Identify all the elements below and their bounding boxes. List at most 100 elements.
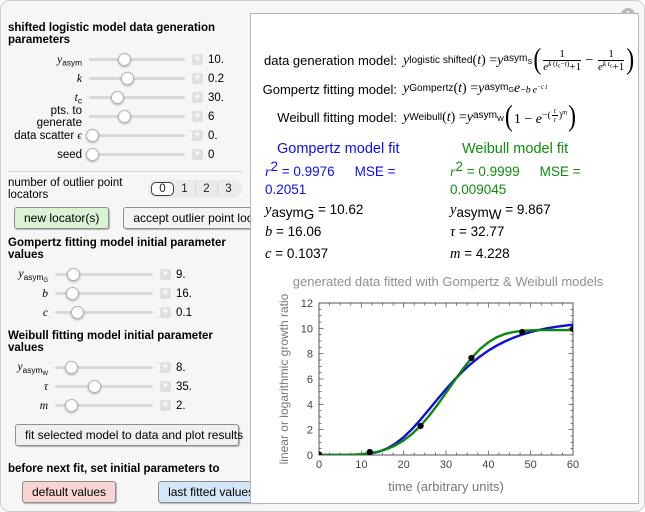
slider-row: k +0.2 [8, 69, 242, 88]
stepper-plus-icon[interactable]: + [192, 73, 203, 84]
weibull-curve [319, 328, 573, 455]
slider-label: τ [43, 380, 48, 393]
slider-thumb[interactable] [121, 72, 135, 85]
outlier-count-option-0[interactable]: 0 [151, 182, 174, 196]
slider-row: pts. to generate +6 [8, 104, 242, 129]
slider-thumb[interactable] [65, 287, 79, 300]
slider-row: yasymG +9. [8, 265, 242, 284]
slider-label: tc [74, 91, 82, 105]
slider-track[interactable] [85, 148, 185, 161]
slider-row: b +16. [8, 284, 242, 303]
slider-row: yasym +10. [8, 50, 242, 69]
slider-track[interactable] [55, 380, 153, 393]
model-formulas: data generation model: y logistic shifted… [251, 44, 638, 134]
weibull-fit-param: yasymW = 9.867 [450, 202, 551, 223]
data-point [569, 325, 573, 333]
stepper-plus-icon[interactable]: + [192, 54, 203, 65]
svg-text:40: 40 [482, 459, 494, 471]
slider-track[interactable] [89, 72, 185, 85]
stepper-plus-icon[interactable]: + [192, 130, 203, 141]
display-panel: data generation model: y logistic shifted… [250, 13, 639, 504]
weibull-fit-param: τ = 32.77 [450, 224, 505, 240]
stepper-plus-icon[interactable]: + [192, 111, 203, 122]
stepper-plus-icon[interactable]: + [192, 92, 203, 103]
slider-label: k [76, 72, 82, 85]
svg-text:10: 10 [355, 459, 367, 471]
slider-track[interactable] [55, 361, 153, 374]
slider-row: c +0.1 [8, 303, 242, 322]
svg-text:6: 6 [307, 374, 313, 386]
outlier-count-option-2[interactable]: 2 [195, 182, 217, 196]
slider-row: m +2. [8, 396, 242, 415]
svg-text:time (arbitrary units): time (arbitrary units) [388, 479, 504, 494]
slider-value: 10. [208, 53, 224, 66]
slider-label: data scatter ϵ [14, 129, 82, 142]
formula-label: Weibull fitting model: [277, 110, 397, 125]
stepper-plus-icon[interactable]: + [160, 269, 171, 280]
slider-thumb[interactable] [88, 380, 102, 393]
slider-thumb[interactable] [85, 148, 99, 161]
slider-label: seed [57, 148, 82, 161]
gompertz-fit-param: yasymG = 10.62 [265, 202, 364, 223]
slider-track[interactable] [55, 287, 153, 300]
slider-thumb[interactable] [85, 129, 99, 142]
stepper-plus-icon[interactable]: + [160, 400, 171, 411]
slider-track[interactable] [89, 110, 185, 123]
section-heading-gompertz-init: Gompertz fitting model initial parameter… [8, 237, 226, 261]
gompertz-fit-param: c = 0.1037 [265, 246, 329, 262]
slider-thumb[interactable] [117, 53, 131, 66]
data-point [319, 451, 323, 455]
new-locator-button[interactable]: new locator(s) [14, 207, 110, 229]
slider-value: 0. [208, 129, 218, 142]
slider-label: pts. to generate [36, 104, 82, 129]
init-buttons-row: default values last fitted values [22, 481, 265, 503]
slider-value: 16. [176, 287, 192, 300]
outlier-count-option-1[interactable]: 1 [181, 183, 188, 195]
slider-thumb[interactable] [70, 306, 84, 319]
slider-track[interactable] [85, 129, 185, 142]
slider-track[interactable] [55, 306, 153, 319]
slider-value: 35. [176, 380, 192, 393]
outlier-locator-label: number of outlier point locators [8, 177, 123, 201]
stepper-plus-icon[interactable]: + [160, 381, 171, 392]
slider-thumb[interactable] [117, 110, 131, 123]
divider [8, 171, 242, 172]
stepper-plus-icon[interactable]: + [160, 362, 171, 373]
section-heading-weibull-init: Weibull fitting model initial parameter … [8, 330, 213, 354]
slider-label: yasymW [17, 361, 48, 377]
slider-track[interactable] [55, 399, 153, 412]
slider-track[interactable] [89, 91, 185, 104]
svg-text:50: 50 [525, 459, 537, 471]
last-fitted-values-button[interactable]: last fitted values [158, 481, 265, 503]
svg-text:10: 10 [301, 323, 313, 335]
slider-value: 8. [176, 361, 186, 374]
section-heading-before-next-fit: before next fit, set initial parameters … [8, 463, 220, 475]
slider-row: tc +30. [8, 88, 242, 107]
slider-label: c [42, 306, 48, 319]
stepper-plus-icon[interactable]: + [160, 288, 171, 299]
slider-thumb[interactable] [66, 268, 80, 281]
slider-label: b [42, 287, 48, 300]
gompertz-fit-stats: r2 = 0.9976 MSE = 0.2051 [265, 159, 396, 197]
slider-thumb[interactable] [64, 399, 78, 412]
slider-thumb[interactable] [64, 361, 78, 374]
slider-row: τ +35. [8, 377, 242, 396]
weibull-fit-title: Weibull model fit [462, 141, 569, 157]
svg-text:20: 20 [398, 459, 410, 471]
svg-text:2: 2 [307, 425, 313, 437]
slider-thumb[interactable] [110, 91, 124, 104]
gompertz-init-sliders: yasymG +9. b +16. c +0.1 [8, 265, 242, 322]
fit-model-button[interactable]: fit selected model to data and plot resu… [15, 424, 243, 446]
plot-title: generated data fitted with Gompertz & We… [292, 274, 604, 289]
slider-track[interactable] [89, 53, 185, 66]
outlier-count-option-3[interactable]: 3 [217, 182, 239, 196]
gompertz-fit-results: Gompertz model fit r2 = 0.9976 MSE = 0.20… [251, 141, 436, 268]
svg-text:30: 30 [440, 459, 452, 471]
slider-track[interactable] [55, 268, 153, 281]
slider-value: 0 [208, 148, 215, 161]
stepper-plus-icon[interactable]: + [160, 307, 171, 318]
formula-label: data generation model: [264, 53, 397, 68]
stepper-plus-icon[interactable]: + [192, 149, 203, 160]
default-values-button[interactable]: default values [22, 481, 117, 503]
slider-label: yasym [57, 53, 82, 67]
